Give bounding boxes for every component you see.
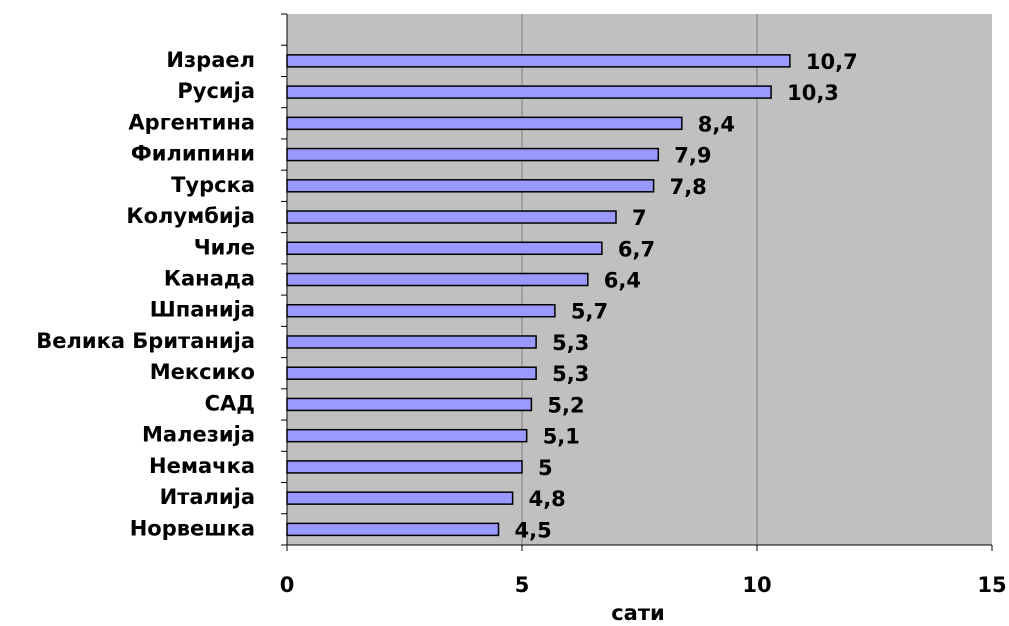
y-tick-label: Филипини <box>131 142 255 166</box>
bar <box>286 179 655 193</box>
bar <box>286 303 556 318</box>
y-tick-label: Чиле <box>194 235 255 259</box>
bar <box>286 241 603 256</box>
bar <box>286 85 772 99</box>
x-axis-title: сати <box>611 601 665 625</box>
y-tick-label: Немачка <box>149 454 255 478</box>
value-label: 6,7 <box>618 237 655 261</box>
value-label: 7 <box>632 206 647 230</box>
y-tick-label: Турска <box>171 173 255 197</box>
bar <box>286 366 537 380</box>
value-label: 6,4 <box>604 269 641 293</box>
value-label: 7,8 <box>670 175 707 199</box>
bar <box>286 210 617 224</box>
bar <box>286 147 660 162</box>
value-label: 4,5 <box>515 518 552 542</box>
bar <box>286 522 500 537</box>
x-tick-label: 10 <box>742 573 771 597</box>
bar <box>286 54 791 68</box>
y-tick-label: Аргентина <box>128 110 255 134</box>
bar <box>286 116 683 131</box>
value-label: 5,3 <box>552 331 589 355</box>
y-tick-label: Велика Британија <box>36 329 255 353</box>
y-tick-label: Малезија <box>142 423 255 447</box>
x-tick-label: 5 <box>515 573 530 597</box>
value-label: 10,3 <box>787 81 839 105</box>
value-label: 5,1 <box>543 425 580 449</box>
bar <box>286 335 537 349</box>
value-label: 5,7 <box>571 300 608 324</box>
bar <box>286 491 514 505</box>
bar <box>286 397 533 412</box>
value-label: 7,9 <box>674 144 711 168</box>
value-label: 4,8 <box>529 487 566 511</box>
y-tick-label: Русија <box>177 79 255 103</box>
y-tick-label: Норвешка <box>130 516 255 540</box>
y-tick-label: Колумбија <box>126 204 255 228</box>
bar <box>286 272 589 287</box>
y-tick-label: САД <box>205 391 255 415</box>
value-label: 8,4 <box>698 112 735 136</box>
bar <box>286 428 528 443</box>
y-tick-label: Шпанија <box>150 298 255 322</box>
value-label: 10,7 <box>806 50 858 74</box>
x-tick-label: 15 <box>977 573 1006 597</box>
y-tick-label: Мексико <box>150 360 255 384</box>
value-label: 5,2 <box>547 393 584 417</box>
y-tick-label: Израел <box>166 48 255 72</box>
y-tick-label: Италија <box>160 485 255 509</box>
x-tick-label: 0 <box>280 573 295 597</box>
value-label: 5,3 <box>552 362 589 386</box>
bar <box>286 460 523 474</box>
y-tick-label: Канада <box>164 267 255 291</box>
value-label: 5 <box>538 456 553 480</box>
